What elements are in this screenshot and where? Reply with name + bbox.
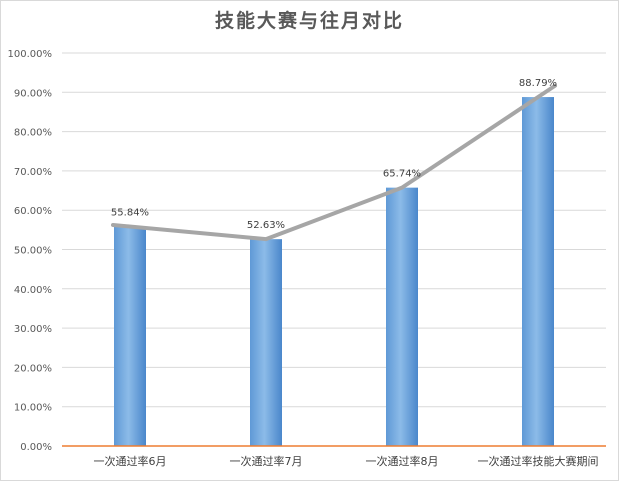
category-label: 一次通过率技能大赛期间 bbox=[478, 454, 599, 468]
data-label: 52.63% bbox=[247, 220, 285, 231]
category-label: 一次通过率7月 bbox=[230, 454, 303, 468]
bars bbox=[114, 97, 554, 447]
trend-line bbox=[111, 83, 557, 242]
data-label: 55.84% bbox=[111, 208, 149, 219]
y-tick-label: 0.00% bbox=[20, 442, 52, 453]
trend-line-path bbox=[111, 83, 557, 242]
bar bbox=[250, 239, 282, 446]
y-tick-label: 10.00% bbox=[14, 403, 52, 414]
y-axis-ticks: 0.00% 10.00% 20.00% 30.00% 40.00% 50.00% 60.00… bbox=[8, 49, 53, 453]
chart-title: 技能大赛与往月对比 bbox=[214, 10, 404, 32]
category-label: 一次通过率8月 bbox=[366, 454, 439, 468]
gridlines bbox=[62, 52, 606, 408]
y-tick-label: 90.00% bbox=[14, 88, 52, 99]
x-axis-categories: 一次通过率6月 一次通过率7月 一次通过率8月 一次通过率技能大赛期间 bbox=[94, 454, 599, 468]
bar bbox=[522, 97, 554, 446]
bar bbox=[114, 226, 146, 446]
data-label: 88.79% bbox=[519, 78, 557, 89]
y-tick-label: 20.00% bbox=[14, 363, 52, 374]
y-tick-label: 50.00% bbox=[14, 246, 52, 257]
y-tick-label: 100.00% bbox=[8, 49, 53, 60]
data-label: 65.74% bbox=[383, 169, 421, 180]
y-tick-label: 40.00% bbox=[14, 285, 52, 296]
data-labels: 55.84% 52.63% 65.74% 88.79% bbox=[111, 78, 557, 231]
y-tick-label: 30.00% bbox=[14, 324, 52, 335]
y-tick-label: 60.00% bbox=[14, 206, 52, 217]
bar bbox=[386, 187, 418, 447]
category-label: 一次通过率6月 bbox=[94, 454, 167, 468]
y-tick-label: 80.00% bbox=[14, 128, 52, 139]
y-tick-label: 70.00% bbox=[14, 167, 52, 178]
